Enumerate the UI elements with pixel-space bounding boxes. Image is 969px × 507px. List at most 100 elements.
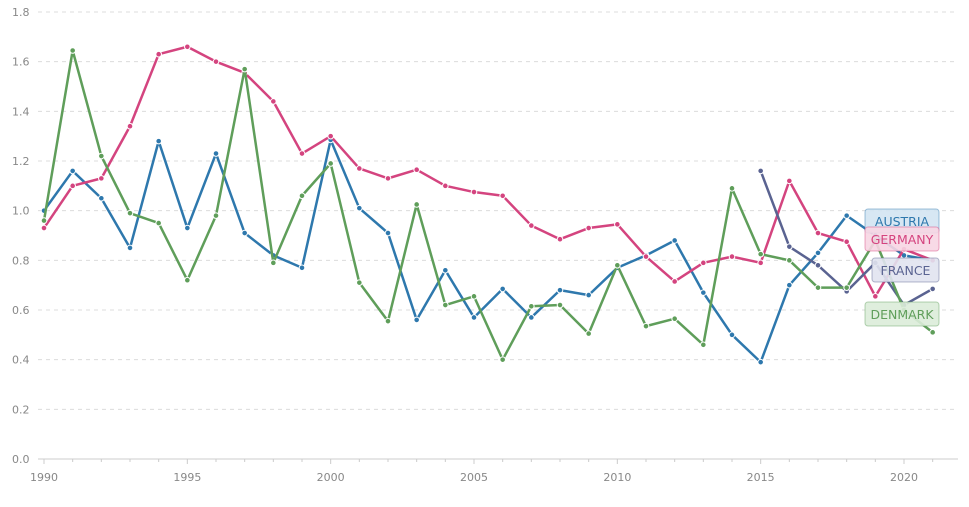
data-point-france [814,262,822,269]
data-point-austria [556,286,564,294]
data-point-germany [98,175,105,182]
y-tick-label: 0.0 [12,453,30,466]
data-point-austria [184,224,191,232]
x-tick-label: 1990 [30,471,58,484]
data-point-germany [69,182,76,190]
data-point-austria [843,212,850,219]
data-point-austria [413,316,420,324]
data-point-germany [728,253,736,260]
data-point-denmark [843,284,850,291]
data-point-denmark [528,302,535,310]
data-point-denmark [757,250,764,258]
data-point-austria [298,264,306,272]
data-point-germany [671,278,678,285]
data-point-germany [499,192,506,200]
data-point-germany [327,132,334,140]
series-labels: AUSTRIA GERMANY FRANCE DENMARK [864,208,940,327]
x-axis: 1990 1995 2000 2005 2010 2015 2020 [30,458,958,484]
label-text: FRANCE [881,263,931,278]
data-point-germany [556,235,564,243]
data-point-germany [40,224,48,232]
data-point-germany [614,221,621,228]
data-point-denmark [585,330,592,337]
data-point-austria [155,137,162,145]
data-point-austria [499,285,506,293]
data-point-france [786,243,793,250]
data-point-austria [786,281,793,289]
data-point-austria [126,244,134,252]
y-tick-label: 1.6 [12,56,30,69]
data-point-germany [872,293,879,300]
x-tick-label: 2005 [460,471,488,484]
series-label-france: FRANCE [871,257,940,283]
data-point-denmark [556,301,564,309]
data-point-denmark [212,212,220,219]
data-point-denmark [786,257,793,264]
data-point-denmark [470,293,478,300]
data-point-austria [356,204,363,212]
y-tick-label: 0.6 [12,304,30,317]
data-point-denmark [327,160,334,167]
data-point-denmark [499,356,506,363]
data-point-germany [184,43,191,51]
y-tick-label: 0.8 [12,254,30,267]
data-point-austria [384,229,392,237]
series-line-austria [42,138,933,364]
y-tick-label: 1.4 [12,105,30,118]
data-point-france [757,167,764,175]
data-point-germany [442,182,449,190]
data-point-germany [356,165,363,172]
data-point-germany [212,58,220,65]
data-point-austria [212,150,220,157]
data-point-germany [700,259,707,267]
data-point-austria [671,237,678,244]
label-text: DENMARK [870,307,934,322]
data-point-denmark [671,315,678,322]
data-point-germany [528,222,535,229]
data-point-denmark [98,152,105,160]
data-point-austria [470,314,478,321]
data-point-austria [700,289,707,296]
data-point-denmark [356,279,363,286]
data-point-germany [585,224,592,232]
data-point-denmark [184,276,191,284]
data-point-austria [98,194,105,202]
data-point-germany [270,98,277,105]
data-point-germany [384,175,392,182]
y-tick-label: 0.4 [12,354,30,367]
data-point-denmark [442,301,449,309]
data-point-denmark [384,317,392,325]
data-point-germany [843,238,850,246]
data-point-denmark [642,322,650,330]
data-point-austria [814,249,822,257]
grid-lines [38,11,958,410]
data-point-denmark [700,341,707,349]
series-label-germany: GERMANY [864,226,940,252]
label-text: AUSTRIA [875,214,930,229]
data-point-denmark [126,209,134,217]
data-point-denmark [270,259,277,267]
data-point-austria [528,314,535,321]
data-point-denmark [298,192,306,200]
x-tick-label: 2000 [317,471,345,484]
data-point-germany [470,188,478,196]
y-tick-label: 1.0 [12,205,30,218]
data-point-austria [757,358,764,366]
data-point-denmark [614,262,621,269]
series-line-germany [42,45,934,298]
series-label-denmark: DENMARK [864,301,940,327]
data-point-austria [728,331,736,339]
data-point-austria [241,229,248,237]
series-lines [40,43,936,366]
data-point-denmark [413,201,420,208]
data-point-germany [155,50,162,58]
label-box [871,257,940,283]
label-box [864,301,940,327]
data-point-denmark [728,185,736,192]
x-tick-label: 2020 [890,471,918,484]
data-point-austria [585,291,592,299]
data-point-austria [442,266,449,274]
x-tick-label: 2015 [747,471,775,484]
data-point-germany [126,122,134,130]
